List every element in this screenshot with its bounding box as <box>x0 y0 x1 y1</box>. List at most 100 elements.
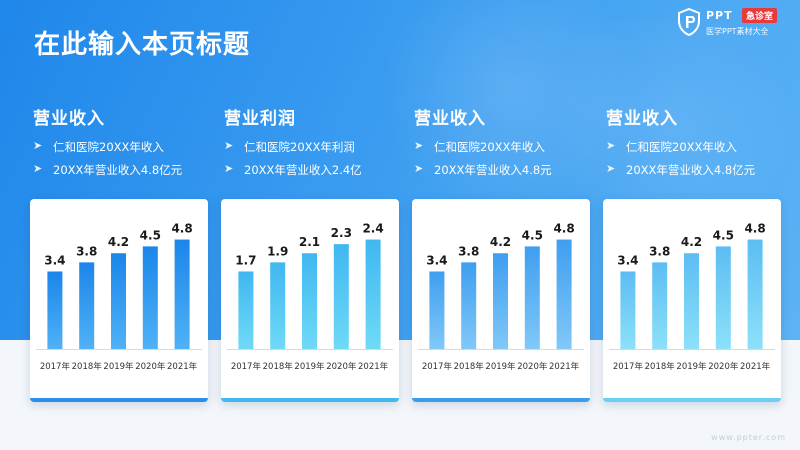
bar-chart-2: 1.7 2017年 1.9 2018年 2.1 2019年 2.3 2020年 2.4 2021年 <box>227 222 393 372</box>
chart-card-3: 3.4 2017年 3.8 2018年 4.2 2019年 4.5 2020年 4.8 2021年 <box>412 199 590 402</box>
bullet-text: 仁和医院20XX年利润 <box>244 140 355 154</box>
bar-2021年 <box>747 239 763 349</box>
chevron-right-icon: ➤ <box>33 162 43 175</box>
logo-subtitle: 医学PPT素材大全 <box>706 27 769 36</box>
chevron-right-icon: ➤ <box>33 139 43 152</box>
card-accent-bar <box>30 398 208 402</box>
bar-2021年 <box>365 239 381 349</box>
bar-2018年 <box>461 262 477 349</box>
chevron-right-icon: ➤ <box>224 162 234 175</box>
column-2: 营业利润 ➤ 仁和医院20XX年利润 ➤ 20XX年营业收入2.4亿 <box>224 104 402 187</box>
bar-2020年 <box>333 244 349 349</box>
data-label: 3.4 <box>426 253 447 267</box>
bar-2021年 <box>174 239 190 349</box>
bullet-text: 20XX年营业收入2.4亿 <box>244 163 362 177</box>
bar-chart-1: 3.4 2017年 3.8 2018年 4.2 2019年 4.5 2020年 4.8 2021年 <box>36 222 202 372</box>
chevron-right-icon: ➤ <box>414 162 424 175</box>
bullet-item: ➤ 仁和医院20XX年利润 <box>224 139 402 154</box>
data-label: 3.8 <box>649 244 670 258</box>
bullet-list: ➤ 仁和医院20XX年收入 ➤ 20XX年营业收入4.8亿元 <box>33 139 211 177</box>
x-tick-label: 2017年 <box>613 361 644 372</box>
data-label: 4.5 <box>522 228 543 242</box>
bullet-text: 仁和医院20XX年收入 <box>626 140 737 154</box>
card-accent-bar <box>412 398 590 402</box>
data-label: 4.8 <box>553 222 574 236</box>
data-label: 4.5 <box>140 228 161 242</box>
logo-brand: PPT <box>706 9 733 22</box>
bullet-text: 仁和医院20XX年收入 <box>53 140 164 154</box>
column-heading: 营业利润 <box>224 109 296 129</box>
column-heading: 营业收入 <box>606 109 678 129</box>
data-label: 3.8 <box>458 244 479 258</box>
bullet-item: ➤ 20XX年营业收入4.8元 <box>414 162 592 177</box>
footer-watermark: www.ppter.com <box>711 433 786 442</box>
data-label: 4.2 <box>108 235 129 249</box>
bullet-list: ➤ 仁和医院20XX年收入 ➤ 20XX年营业收入4.8元 <box>414 139 592 177</box>
bar-chart-4: 3.4 2017年 3.8 2018年 4.2 2019年 4.5 2020年 4.8 2021年 <box>609 222 775 372</box>
data-label: 4.8 <box>744 222 765 236</box>
bar-2020年 <box>142 246 158 349</box>
x-tick-label: 2017年 <box>422 361 453 372</box>
chevron-right-icon: ➤ <box>414 139 424 152</box>
x-tick-label: 2019年 <box>676 361 707 372</box>
x-tick-label: 2019年 <box>103 361 134 372</box>
chart-card-4: 3.4 2017年 3.8 2018年 4.2 2019年 4.5 2020年 4.8 2021年 <box>603 199 781 402</box>
column-1: 营业收入 ➤ 仁和医院20XX年收入 ➤ 20XX年营业收入4.8亿元 <box>33 104 211 187</box>
bar-2017年 <box>429 271 445 349</box>
page-title: 在此输入本页标题 <box>34 30 251 60</box>
x-tick-label: 2018年 <box>263 361 294 372</box>
column-heading: 营业收入 <box>33 109 105 129</box>
bar-2019年 <box>302 253 317 349</box>
bullet-text: 20XX年营业收入4.8元 <box>434 163 552 177</box>
data-label: 1.7 <box>235 253 256 267</box>
bar-2020年 <box>524 246 540 349</box>
chevron-right-icon: ➤ <box>606 162 616 175</box>
data-label: 2.1 <box>299 235 320 249</box>
bullet-item: ➤ 仁和医院20XX年收入 <box>606 139 784 154</box>
bullet-item: ➤ 仁和医院20XX年收入 <box>33 139 211 154</box>
shield-icon <box>678 8 700 36</box>
data-label: 4.5 <box>713 228 734 242</box>
x-tick-label: 2019年 <box>485 361 516 372</box>
bullet-text: 仁和医院20XX年收入 <box>434 140 545 154</box>
x-tick-label: 2020年 <box>326 361 357 372</box>
bar-2018年 <box>652 262 668 349</box>
data-label: 3.8 <box>76 244 97 258</box>
bar-2021年 <box>556 239 572 349</box>
chevron-right-icon: ➤ <box>606 139 616 152</box>
bar-2017年 <box>620 271 636 349</box>
bar-2019年 <box>493 253 508 349</box>
data-label: 2.4 <box>362 222 383 236</box>
bar-2019年 <box>684 253 699 349</box>
x-tick-label: 2021年 <box>167 361 198 372</box>
data-label: 4.2 <box>490 235 511 249</box>
bullet-text: 20XX年营业收入4.8亿元 <box>53 163 183 177</box>
data-label: 3.4 <box>617 253 638 267</box>
x-tick-label: 2019年 <box>294 361 325 372</box>
x-tick-label: 2021年 <box>740 361 771 372</box>
background-glow <box>520 20 800 220</box>
x-tick-label: 2020年 <box>135 361 166 372</box>
bar-2018年 <box>270 262 286 349</box>
chevron-right-icon: ➤ <box>224 139 234 152</box>
bullet-list: ➤ 仁和医院20XX年收入 ➤ 20XX年营业收入4.8亿元 <box>606 139 784 177</box>
x-tick-label: 2018年 <box>645 361 676 372</box>
bullet-item: ➤ 仁和医院20XX年收入 <box>414 139 592 154</box>
x-tick-label: 2020年 <box>517 361 548 372</box>
bullet-item: ➤ 20XX年营业收入2.4亿 <box>224 162 402 177</box>
chart-card-1: 3.4 2017年 3.8 2018年 4.2 2019年 4.5 2020年 4.8 2021年 <box>30 199 208 402</box>
column-3: 营业收入 ➤ 仁和医院20XX年收入 ➤ 20XX年营业收入4.8元 <box>414 104 592 187</box>
x-tick-label: 2018年 <box>454 361 485 372</box>
bullet-item: ➤ 20XX年营业收入4.8亿元 <box>33 162 211 177</box>
bar-2019年 <box>111 253 126 349</box>
bar-2020年 <box>715 246 731 349</box>
logo: PPT 急诊室 医学PPT素材大全 <box>677 6 792 42</box>
background-glow <box>380 0 640 220</box>
column-heading: 营业收入 <box>414 109 486 129</box>
data-label: 4.8 <box>171 222 192 236</box>
card-accent-bar <box>603 398 781 402</box>
bar-2017年 <box>47 271 63 349</box>
logo-badge: 急诊室 <box>742 8 778 23</box>
x-tick-label: 2018年 <box>72 361 103 372</box>
